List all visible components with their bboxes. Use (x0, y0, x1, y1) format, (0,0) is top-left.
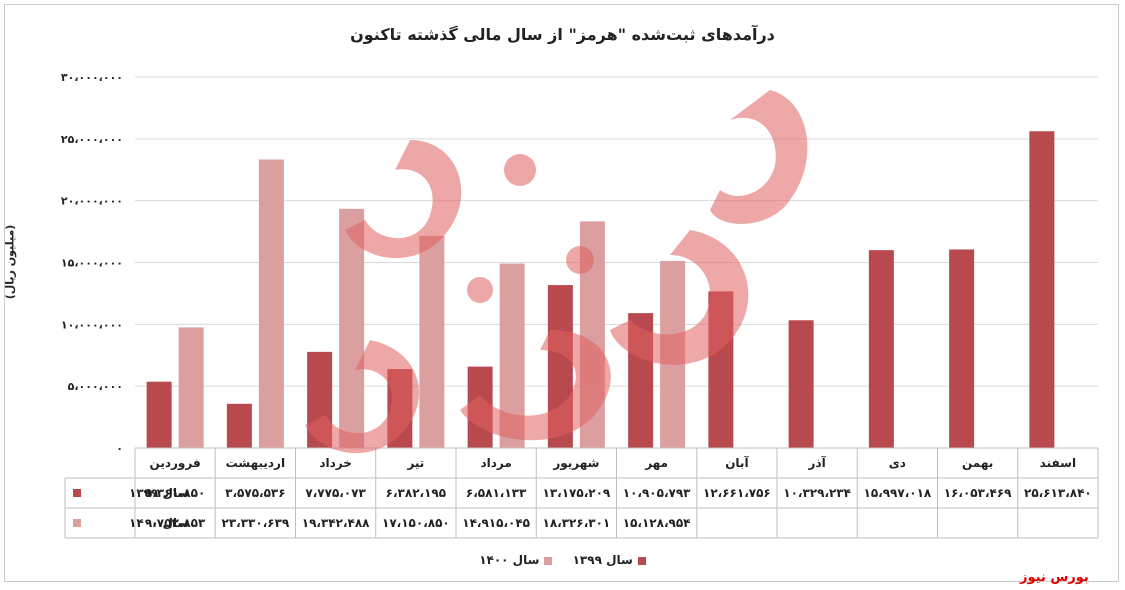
legend-label-1399: سال ۱۳۹۹ (572, 553, 633, 567)
bar-1400 (178, 327, 204, 448)
category-label: اسفند (1040, 456, 1076, 470)
category-label: مرداد (480, 456, 511, 470)
table-series-name: سال ۱۴۰۰ (129, 516, 189, 530)
legend-item-1400: سال ۱۴۰۰ (479, 553, 553, 567)
y-tick-label: ۵،۰۰۰،۰۰۰ (68, 380, 123, 393)
data-label: ۱۲،۶۶۱،۷۵۶ (703, 486, 771, 500)
legend-label-1400: سال ۱۴۰۰ (479, 553, 540, 567)
bar-1399 (146, 381, 172, 448)
y-tick-label: ۲۰،۰۰۰،۰۰۰ (61, 195, 123, 208)
data-label: ۱۶،۰۵۳،۴۶۹ (944, 486, 1012, 500)
chart-title: درآمدهای ثبت‌شده "هرمز" از سال مالی گذشت… (350, 25, 775, 44)
category-label: شهریور (552, 456, 599, 471)
category-label: بهمن (962, 456, 993, 470)
bar-1399 (307, 351, 333, 448)
category-label: مهر (644, 456, 668, 470)
data-label: ۹،۷۵۲،۸۵۳ (145, 516, 206, 530)
bar-1400 (660, 260, 686, 448)
legend-item-1399: سال ۱۳۹۹ (573, 553, 646, 567)
bar-1400 (499, 263, 525, 448)
data-label: ۱۰،۹۰۵،۷۹۳ (623, 486, 691, 500)
bar-1399 (1029, 131, 1055, 448)
category-label: اردیبهشت (226, 456, 285, 470)
legend-swatch-1399 (637, 556, 646, 565)
category-label: فروردین (150, 456, 201, 471)
y-tick-label: ۱۵،۰۰۰،۰۰۰ (61, 257, 123, 270)
data-label: ۱۸،۳۲۶،۳۰۱ (543, 516, 611, 530)
y-tick-label: ۳۰،۰۰۰،۰۰۰ (61, 71, 123, 84)
bar-1399 (949, 249, 975, 448)
bar-1399 (467, 366, 493, 448)
category-label: خرداد (319, 456, 352, 470)
data-label: ۱۹،۳۴۲،۴۸۸ (302, 516, 370, 530)
category-label: تیر (406, 456, 424, 470)
chart-frame (4, 4, 1119, 582)
chart-legend: سال ۱۳۹۹ سال ۱۴۰۰ (0, 553, 1125, 567)
table-legend-swatch (73, 489, 81, 497)
bar-1399 (226, 403, 252, 448)
data-label: ۱۷،۱۵۰،۸۵۰ (382, 516, 450, 530)
category-label: آذر (808, 455, 827, 470)
data-label: ۳،۵۷۵،۵۳۶ (225, 486, 285, 500)
data-label: ۱۵،۹۹۷،۰۱۸ (864, 486, 932, 500)
data-label: ۱۴،۹۱۵،۰۴۵ (462, 516, 530, 530)
data-label: ۲۳،۳۳۰،۶۳۹ (222, 516, 290, 530)
bar-1399 (868, 250, 894, 448)
data-label: ۶،۵۸۱،۱۳۳ (466, 486, 527, 500)
bar-1400 (258, 159, 284, 448)
y-tick-label: ۰ (116, 442, 123, 455)
brand-watermark: بورس نیوز (1020, 570, 1089, 585)
bar-1399 (547, 285, 573, 448)
data-label: ۵،۳۶۱،۸۵۰ (145, 486, 205, 500)
bar-1399 (708, 291, 734, 448)
table-legend-swatch (73, 519, 81, 527)
category-label: دی (889, 456, 906, 470)
data-label: ۱۳،۱۷۵،۲۰۹ (543, 486, 611, 500)
data-label: ۱۵،۱۲۸،۹۵۴ (623, 516, 691, 530)
category-label: آبان (725, 455, 749, 470)
y-tick-label: ۲۵،۰۰۰،۰۰۰ (61, 133, 123, 146)
bar-1400 (579, 221, 605, 448)
data-label: ۷،۷۷۵،۰۷۳ (305, 486, 366, 500)
data-label: ۲۵،۶۱۳،۸۴۰ (1024, 486, 1092, 500)
bar-1399 (628, 313, 654, 448)
bar-1399 (387, 369, 413, 448)
bar-1399 (788, 320, 814, 448)
legend-swatch-1400 (544, 556, 553, 565)
bar-1400 (339, 208, 365, 448)
bar-1400 (419, 235, 445, 448)
table-series-name: سال ۱۳۹۹ (129, 486, 189, 500)
data-label: ۱۰،۳۲۹،۲۳۴ (783, 486, 851, 500)
y-tick-label: ۱۰،۰۰۰،۰۰۰ (61, 318, 123, 331)
data-label: ۶،۳۸۲،۱۹۵ (386, 486, 446, 500)
